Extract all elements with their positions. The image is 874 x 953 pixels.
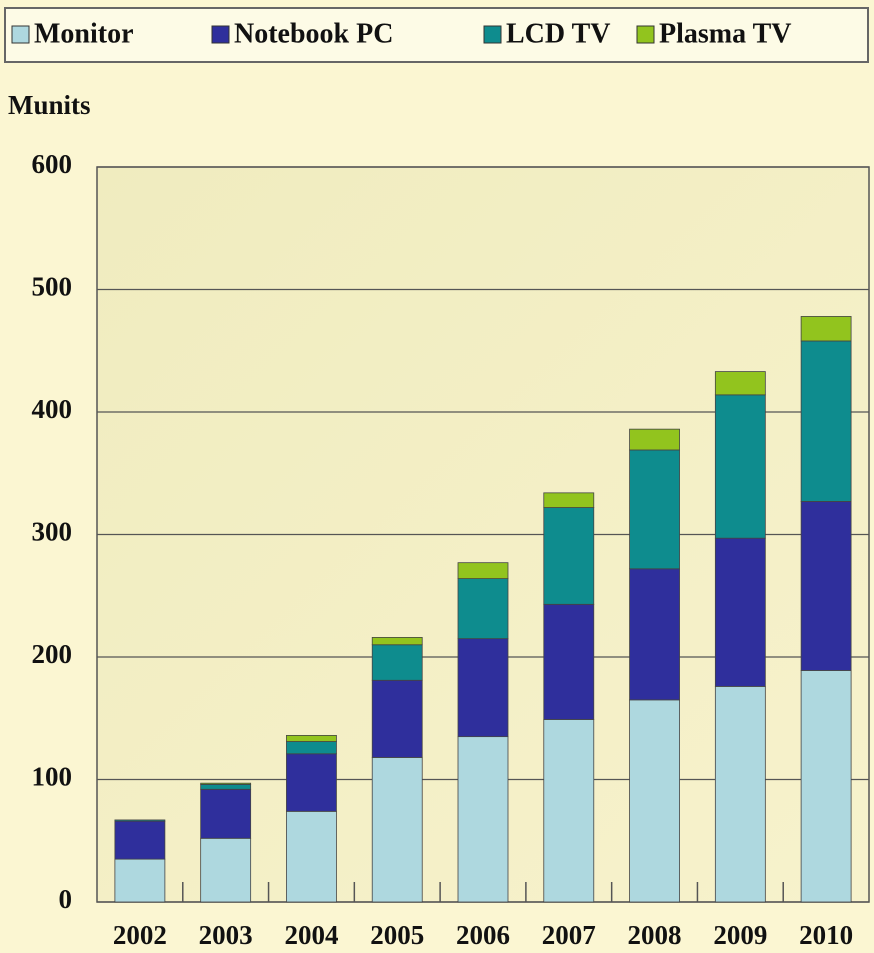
bar-segment — [286, 810, 337, 903]
bar-segment — [371, 644, 423, 681]
bar-segment — [629, 428, 680, 451]
bar-segment — [286, 753, 337, 812]
bar-segment — [629, 699, 680, 903]
bar-segment — [200, 784, 252, 790]
x-tick-label: 2006 — [456, 920, 510, 950]
bar-segment — [714, 371, 766, 396]
bar-segment — [543, 719, 595, 903]
bar-segment — [714, 394, 766, 539]
bar-segment — [200, 788, 252, 839]
y-tick-label: 400 — [32, 394, 73, 424]
bar-segment — [371, 679, 423, 758]
y-tick-label: 600 — [32, 149, 73, 179]
x-tick-label: 2005 — [370, 920, 424, 950]
bar-segment — [800, 501, 852, 671]
x-tick-label: 2003 — [199, 920, 253, 950]
y-tick-label: 300 — [32, 517, 73, 547]
bar-segment — [286, 741, 337, 755]
bar-segment — [114, 820, 166, 860]
bar-segment — [800, 316, 852, 342]
bar-segment — [200, 782, 252, 785]
bar-segment — [457, 736, 509, 903]
x-tick-label: 2009 — [713, 920, 767, 950]
legend-swatch — [636, 25, 655, 44]
legend-label: Notebook PC — [234, 18, 393, 49]
bar-segment — [371, 637, 423, 646]
legend-label: Monitor — [34, 18, 134, 49]
bar-segment — [543, 507, 595, 605]
x-tick-label: 2002 — [113, 920, 167, 950]
bar-segment — [543, 492, 595, 508]
bar-segment — [457, 578, 509, 640]
x-tick-label: 2010 — [799, 920, 853, 950]
bar-segment — [114, 819, 166, 822]
bar-segment — [543, 603, 595, 720]
y-tick-label: 500 — [32, 272, 73, 302]
bar-segment — [800, 670, 852, 903]
y-axis-label: Munits — [8, 90, 91, 120]
bar-segment — [629, 568, 680, 701]
x-tick-label: 2004 — [284, 920, 338, 950]
bar-segment — [457, 638, 509, 738]
legend-label: LCD TV — [506, 18, 611, 49]
legend-swatch — [211, 25, 230, 44]
y-tick-label: 0 — [59, 884, 73, 914]
bar-segment — [286, 735, 337, 742]
bar-segment — [200, 837, 252, 903]
legend-box — [4, 7, 869, 63]
bar-segment — [457, 562, 509, 579]
bar-segment — [371, 757, 423, 903]
y-tick-label: 200 — [32, 639, 73, 669]
x-tick-label: 2008 — [628, 920, 682, 950]
x-tick-label: 2007 — [542, 920, 596, 950]
y-tick-label: 100 — [32, 762, 73, 792]
bar-segment — [714, 537, 766, 687]
legend-swatch — [483, 25, 502, 44]
bar-segment — [800, 340, 852, 502]
legend-swatch — [11, 25, 30, 44]
bar-segment — [629, 449, 680, 570]
legend-label: Plasma TV — [659, 18, 792, 49]
bar-segment — [714, 686, 766, 903]
bar-segment — [114, 858, 166, 903]
